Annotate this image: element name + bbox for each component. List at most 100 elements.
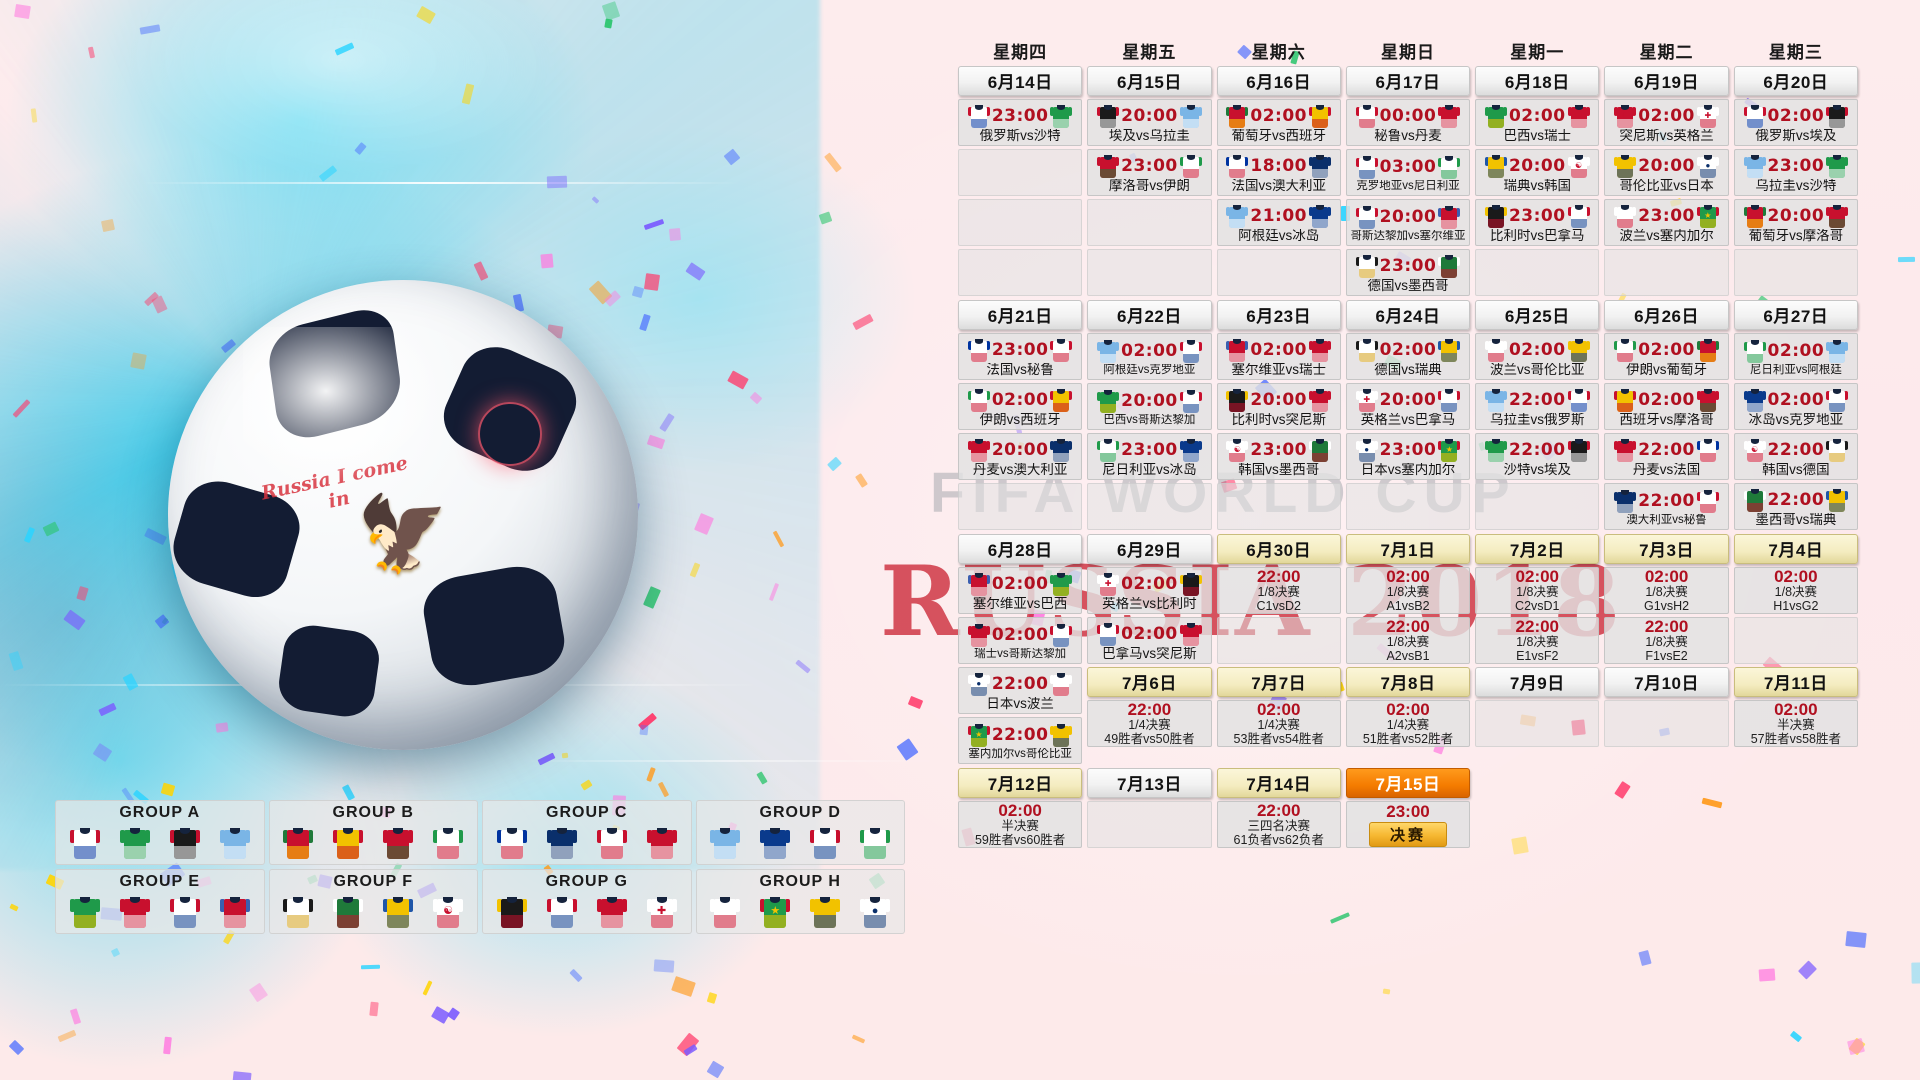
group-match-cell[interactable]: ● 23:00 ★ 日本vs塞内加尔 — [1345, 433, 1471, 480]
knockout-match-cell[interactable]: 02:00 1/8决赛 G1vsH2 — [1604, 567, 1729, 614]
date-chip[interactable]: 6月20日 — [1733, 66, 1858, 96]
group-match-cell[interactable]: 02:00 俄罗斯vs埃及 — [1733, 99, 1858, 146]
group-match-cell[interactable]: 00:00 秘鲁vs丹麦 — [1345, 99, 1471, 146]
group-match-cell[interactable]: 20:00 丹麦vs澳大利亚 — [958, 433, 1083, 480]
date-chip[interactable]: 6月27日 — [1733, 300, 1858, 330]
knockout-match-cell[interactable]: 22:00 三四名决赛 61负者vs62负者 — [1216, 801, 1341, 848]
group-match-cell[interactable]: ● 22:00 日本vs波兰 — [958, 667, 1083, 714]
date-chip[interactable]: 6月24日 — [1345, 300, 1471, 330]
group-match-cell[interactable]: 20:00 ☯ 瑞典vs韩国 — [1475, 149, 1600, 196]
group-match-cell[interactable]: 02:00 ☾ 巴拿马vs突尼斯 — [1087, 617, 1212, 664]
group-match-cell[interactable]: 20:00 巴西vs哥斯达黎加 — [1087, 383, 1212, 430]
group-card-group-a[interactable]: GROUP A — [55, 800, 265, 865]
group-match-cell[interactable]: 02:00 尼日利亚vs阿根廷 — [1733, 333, 1858, 380]
date-chip[interactable]: 7月3日 — [1604, 534, 1729, 564]
group-match-cell[interactable]: 22:00 丹麦vs法国 — [1604, 433, 1729, 480]
knockout-match-cell[interactable]: 02:00 1/4决赛 51胜者vs52胜者 — [1345, 700, 1471, 747]
date-chip[interactable]: 7月2日 — [1475, 534, 1600, 564]
group-match-cell[interactable]: 02:00 ✚ 巴西vs瑞士 — [1475, 99, 1600, 146]
group-match-cell[interactable]: 22:00 沙特vs埃及 — [1475, 433, 1600, 480]
knockout-match-cell[interactable]: 02:00 1/4决赛 53胜者vs54胜者 — [1216, 700, 1341, 747]
group-match-cell[interactable]: 02:00 冰岛vs克罗地亚 — [1733, 383, 1858, 430]
date-chip[interactable]: 7月10日 — [1604, 667, 1729, 697]
knockout-match-cell[interactable]: 02:00 1/8决赛 A1vsB2 — [1345, 567, 1471, 614]
group-match-cell[interactable]: ★ 22:00 塞内加尔vs哥伦比亚 — [958, 717, 1083, 764]
group-match-cell[interactable]: 02:00 葡萄牙vs西班牙 — [1216, 99, 1341, 146]
date-chip[interactable]: 6月21日 — [958, 300, 1083, 330]
group-match-cell[interactable]: 02:00 阿根廷vs克罗地亚 — [1087, 333, 1212, 380]
date-chip[interactable]: 6月28日 — [958, 534, 1083, 564]
group-match-cell[interactable]: 02:00 德国vs瑞典 — [1345, 333, 1471, 380]
date-chip[interactable]: 7月4日 — [1733, 534, 1858, 564]
group-match-cell[interactable]: 23:00 比利时vs巴拿马 — [1475, 199, 1600, 246]
group-match-cell[interactable]: 20:00 ● 哥伦比亚vs日本 — [1604, 149, 1729, 196]
group-match-cell[interactable]: 23:00 德国vs墨西哥 — [1345, 249, 1471, 296]
group-match-cell[interactable]: 02:00 ✚ 塞尔维亚vs瑞士 — [1216, 333, 1341, 380]
date-chip[interactable]: 6月16日 — [1216, 66, 1341, 96]
date-chip[interactable]: 7月15日 — [1345, 768, 1471, 798]
group-match-cell[interactable]: 22:00 澳大利亚vs秘鲁 — [1604, 483, 1729, 530]
group-card-group-b[interactable]: GROUP B — [268, 800, 478, 865]
date-chip[interactable]: 6月18日 — [1475, 66, 1600, 96]
group-card-group-h[interactable]: GROUP H ★ ● — [695, 869, 905, 934]
group-match-cell[interactable]: 23:00 法国vs秘鲁 — [958, 333, 1083, 380]
group-card-group-c[interactable]: GROUP C — [482, 800, 692, 865]
group-match-cell[interactable]: 22:00 乌拉圭vs俄罗斯 — [1475, 383, 1600, 430]
date-chip[interactable]: 6月15日 — [1087, 66, 1212, 96]
group-match-cell[interactable]: 23:00 俄罗斯vs沙特 — [958, 99, 1083, 146]
knockout-match-cell[interactable]: 02:00 半决赛 59胜者vs60胜者 — [958, 801, 1083, 848]
date-chip[interactable]: 6月14日 — [958, 66, 1083, 96]
group-match-cell[interactable]: 23:00 ★ 波兰vs塞内加尔 — [1604, 199, 1729, 246]
final-match-cell[interactable]: 23:00 决赛 — [1345, 801, 1471, 848]
group-match-cell[interactable]: 02:00 波兰vs哥伦比亚 — [1475, 333, 1600, 380]
date-chip[interactable]: 7月11日 — [1733, 667, 1858, 697]
knockout-match-cell[interactable]: 22:00 1/4决赛 49胜者vs50胜者 — [1087, 700, 1212, 747]
group-match-cell[interactable]: ☯ 23:00 韩国vs墨西哥 — [1216, 433, 1341, 480]
date-chip[interactable]: 7月9日 — [1475, 667, 1600, 697]
date-chip[interactable]: 6月30日 — [1216, 534, 1341, 564]
date-chip[interactable]: 6月19日 — [1604, 66, 1729, 96]
group-match-cell[interactable]: 20:00 哥斯达黎加vs塞尔维亚 — [1345, 199, 1471, 246]
date-chip[interactable]: 7月13日 — [1087, 768, 1212, 798]
group-card-group-g[interactable]: GROUP G ☾ ✚ — [482, 869, 692, 934]
date-chip[interactable]: 6月17日 — [1345, 66, 1471, 96]
group-match-cell[interactable]: 23:00 乌拉圭vs沙特 — [1733, 149, 1858, 196]
date-chip[interactable]: 6月25日 — [1475, 300, 1600, 330]
knockout-match-cell[interactable]: 02:00 半决赛 57胜者vs58胜者 — [1733, 700, 1858, 747]
group-match-cell[interactable]: ✚ 02:00 英格兰vs比利时 — [1087, 567, 1212, 614]
knockout-match-cell[interactable]: 22:00 1/8决赛 A2vsB1 — [1345, 617, 1471, 664]
knockout-match-cell[interactable]: 22:00 1/8决赛 E1vsF2 — [1475, 617, 1600, 664]
group-match-cell[interactable]: 02:00 伊朗vs葡萄牙 — [1604, 333, 1729, 380]
group-match-cell[interactable]: 22:00 墨西哥vs瑞典 — [1733, 483, 1858, 530]
group-card-group-d[interactable]: GROUP D — [695, 800, 905, 865]
knockout-match-cell[interactable]: 22:00 1/8决赛 C1vsD2 — [1216, 567, 1341, 614]
date-chip[interactable]: 6月29日 — [1087, 534, 1212, 564]
date-chip[interactable]: 7月1日 — [1345, 534, 1471, 564]
date-chip[interactable]: 7月8日 — [1345, 667, 1471, 697]
group-match-cell[interactable]: 21:00 阿根廷vs冰岛 — [1216, 199, 1341, 246]
group-match-cell[interactable]: ✚ 02:00 瑞士vs哥斯达黎加 — [958, 617, 1083, 664]
group-match-cell[interactable]: 20:00 埃及vs乌拉圭 — [1087, 99, 1212, 146]
date-chip[interactable]: 6月22日 — [1087, 300, 1212, 330]
group-match-cell[interactable]: 20:00 葡萄牙vs摩洛哥 — [1733, 199, 1858, 246]
group-card-group-e[interactable]: GROUP E ✚ — [55, 869, 265, 934]
group-match-cell[interactable]: 02:00 西班牙vs摩洛哥 — [1604, 383, 1729, 430]
group-match-cell[interactable]: 03:00 克罗地亚vs尼日利亚 — [1345, 149, 1471, 196]
group-match-cell[interactable]: ☯ 22:00 韩国vs德国 — [1733, 433, 1858, 480]
group-card-group-f[interactable]: GROUP F ☯ — [268, 869, 478, 934]
group-match-cell[interactable]: ☾ 02:00 ✚ 突尼斯vs英格兰 — [1604, 99, 1729, 146]
knockout-match-cell[interactable]: 22:00 1/8决赛 F1vsE2 — [1604, 617, 1729, 664]
group-match-cell[interactable]: 23:00 尼日利亚vs冰岛 — [1087, 433, 1212, 480]
date-chip[interactable]: 7月12日 — [958, 768, 1083, 798]
group-match-cell[interactable]: 02:00 塞尔维亚vs巴西 — [958, 567, 1083, 614]
date-chip[interactable]: 6月26日 — [1604, 300, 1729, 330]
group-match-cell[interactable]: 02:00 伊朗vs西班牙 — [958, 383, 1083, 430]
group-match-cell[interactable]: 23:00 摩洛哥vs伊朗 — [1087, 149, 1212, 196]
date-chip[interactable]: 6月23日 — [1216, 300, 1341, 330]
group-match-cell[interactable]: ✚ 20:00 英格兰vs巴拿马 — [1345, 383, 1471, 430]
date-chip[interactable]: 7月7日 — [1216, 667, 1341, 697]
group-match-cell[interactable]: 18:00 法国vs澳大利亚 — [1216, 149, 1341, 196]
knockout-match-cell[interactable]: 02:00 1/8决赛 C2vsD1 — [1475, 567, 1600, 614]
date-chip[interactable]: 7月6日 — [1087, 667, 1212, 697]
group-match-cell[interactable]: 20:00 ☾ 比利时vs突尼斯 — [1216, 383, 1341, 430]
